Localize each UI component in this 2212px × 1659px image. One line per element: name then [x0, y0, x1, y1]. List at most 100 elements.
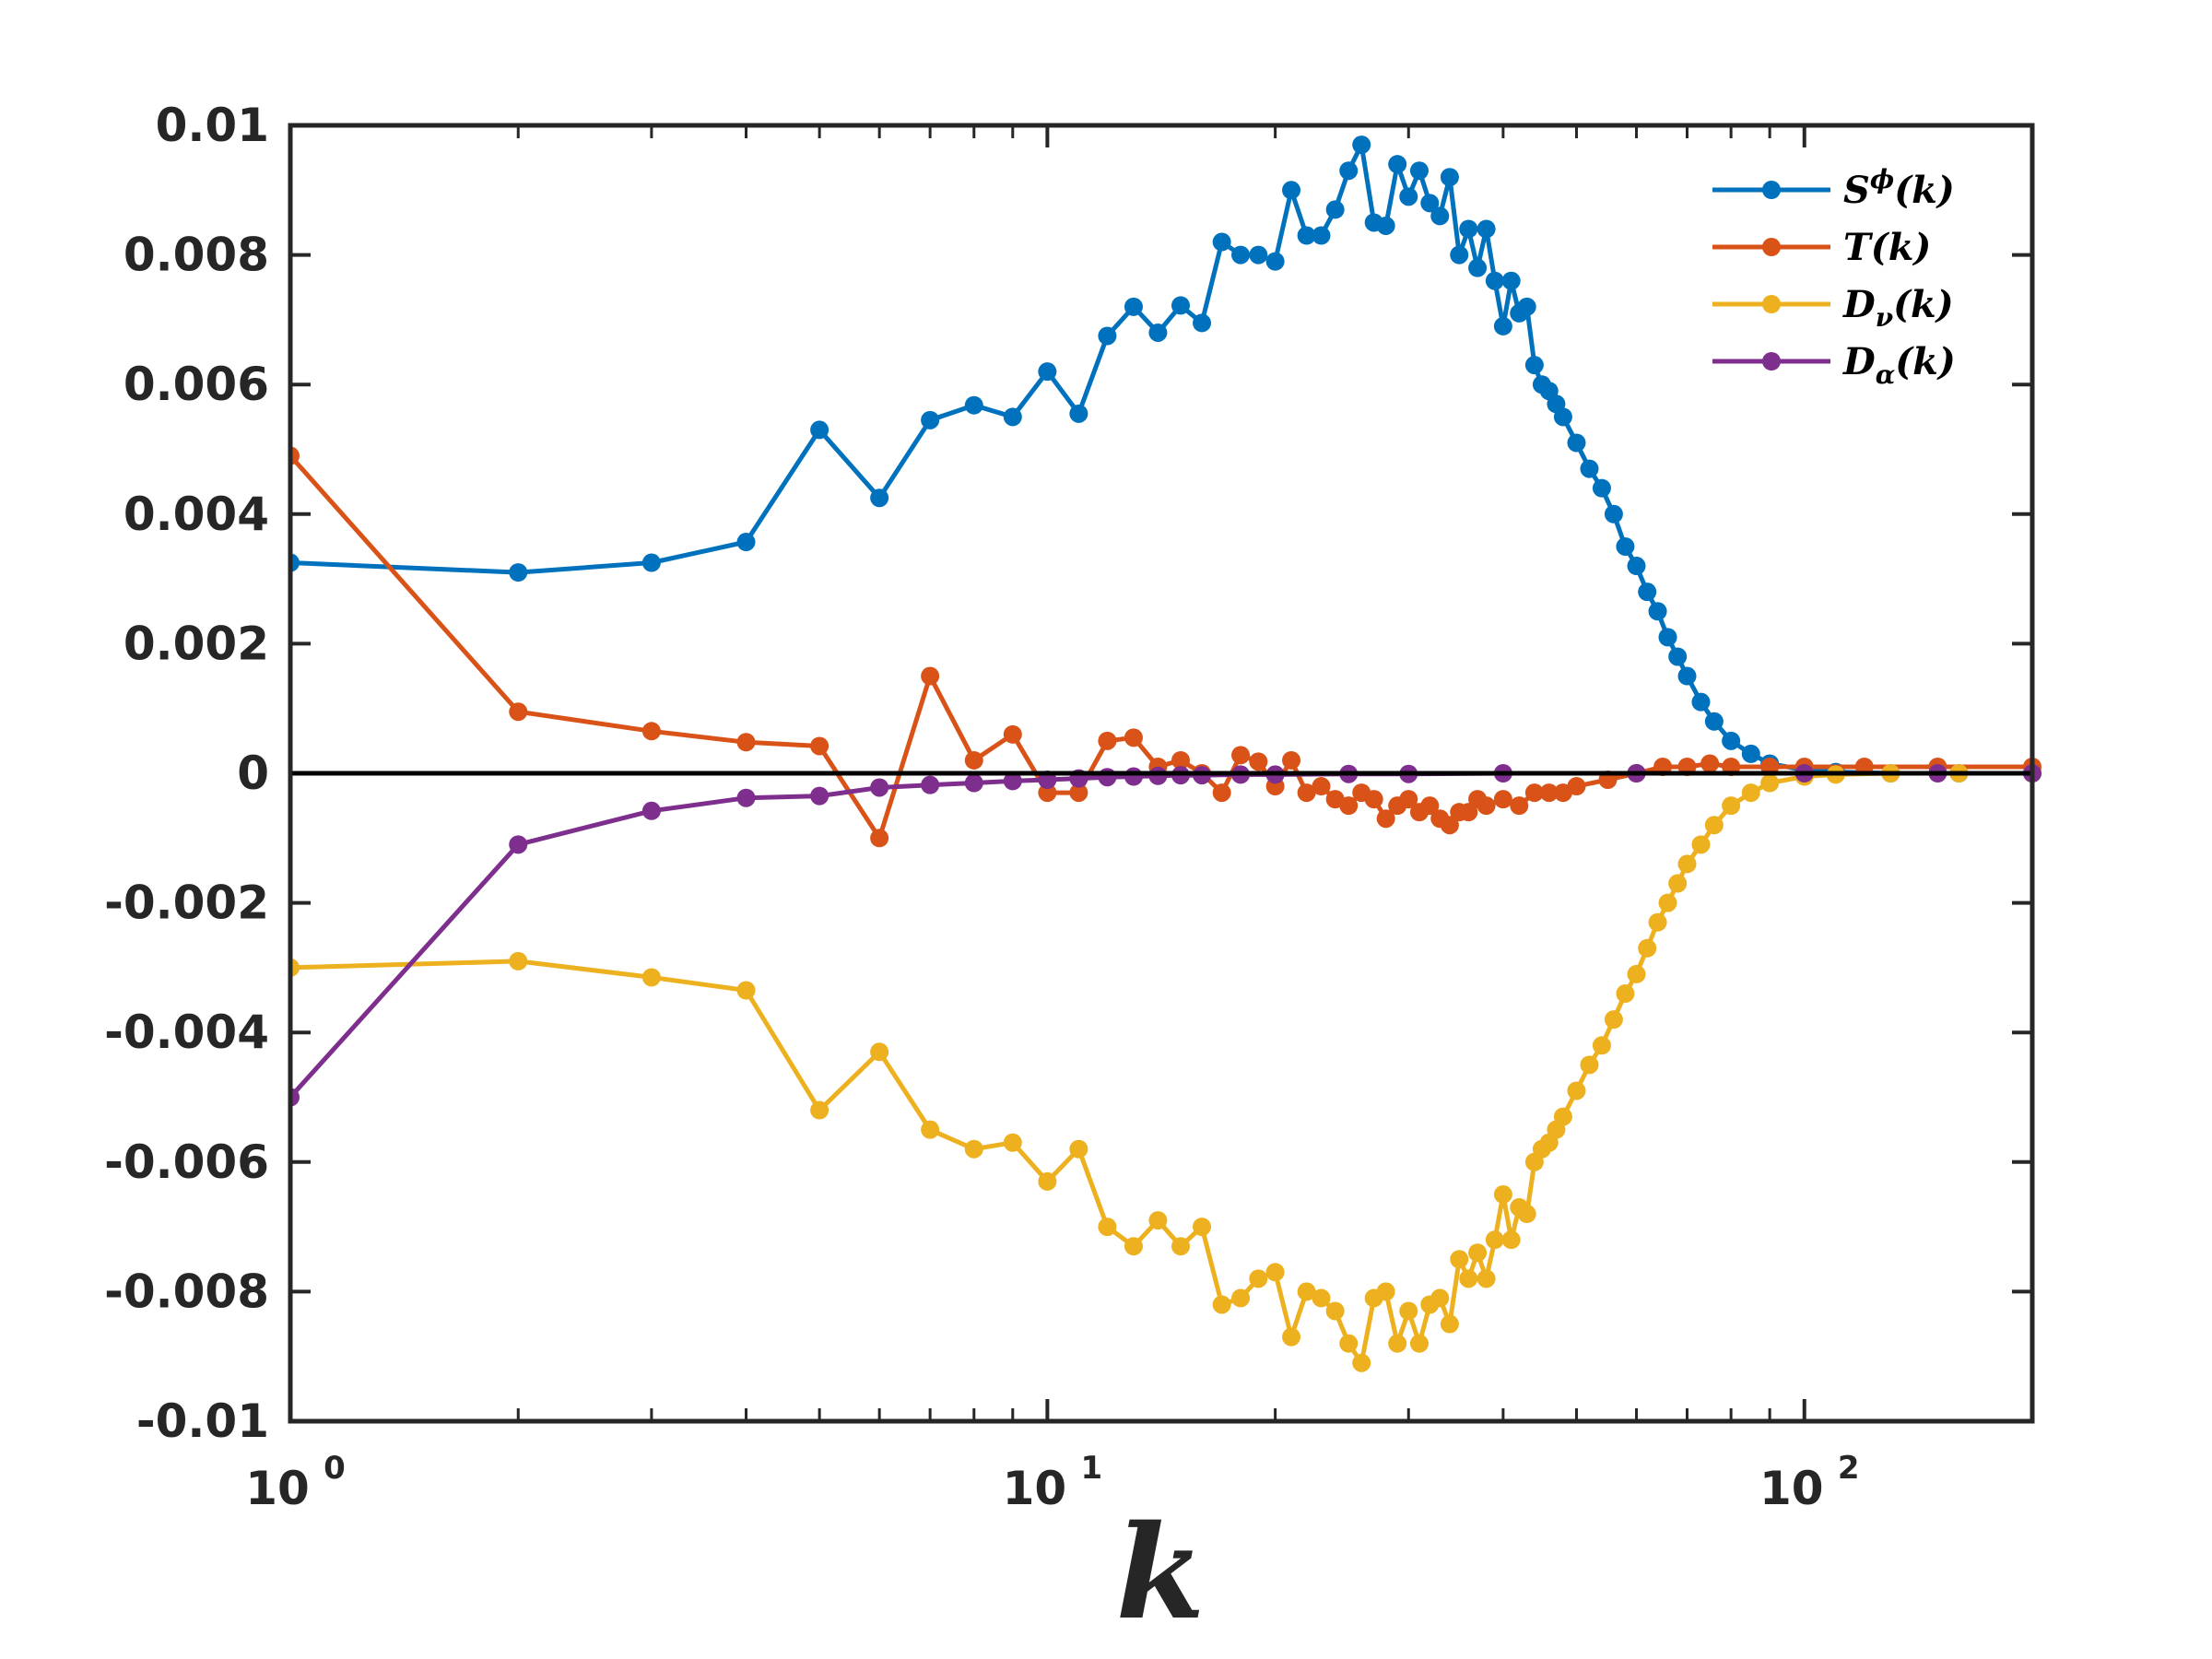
data-point-dk	[1193, 1218, 1212, 1237]
plot-area: 10 0 10 1 10 2 0.01 0.008 0.006 0.004 0.002 0 -0.002…	[104, 99, 2041, 1515]
x-tick-exponent: 1	[1081, 1450, 1103, 1487]
data-point-sk	[1399, 187, 1418, 206]
data-point-sk	[921, 410, 940, 429]
data-point-dk	[509, 951, 528, 971]
y-tick-label: -0.004	[104, 1006, 269, 1059]
data-point-dk	[1553, 1107, 1572, 1126]
data-point-tk	[870, 829, 889, 848]
legend: Sϕ(k) T(k) Dν(k) Dα(k)	[1712, 164, 1956, 390]
data-point-tk	[1297, 783, 1316, 803]
data-point-tk	[1459, 803, 1478, 822]
data-point-dk	[1677, 854, 1697, 874]
data-point-sk	[1450, 245, 1469, 265]
data-point-dk	[1297, 1282, 1316, 1301]
data-point-dk	[1592, 1036, 1611, 1055]
data-point-sk	[1616, 536, 1635, 556]
data-point-dk	[810, 1100, 830, 1120]
data-point-dk	[509, 835, 528, 854]
x-tick-label: 10	[1003, 1462, 1067, 1515]
data-point-tk	[1510, 796, 1529, 816]
data-point-tk	[1539, 783, 1559, 803]
data-point-sk	[1658, 628, 1677, 647]
data-point-sk	[1553, 407, 1572, 427]
data-point-sk	[1668, 647, 1688, 666]
data-point-sk	[1501, 271, 1521, 290]
data-point-dk	[1648, 912, 1667, 932]
data-point-dk	[641, 968, 661, 987]
data-point-dk	[1148, 766, 1168, 785]
data-point-sk	[1567, 433, 1586, 453]
data-point-tk	[921, 666, 940, 686]
data-point-sk	[1409, 161, 1429, 181]
data-point-dk	[1658, 893, 1677, 912]
data-point-sk	[1604, 504, 1623, 524]
data-point-sk	[1171, 296, 1191, 315]
data-point-dk	[870, 1042, 889, 1062]
data-point-dk	[1450, 1250, 1469, 1269]
data-point-sk	[1339, 161, 1359, 181]
legend-label-tk: T(k)	[1843, 226, 1931, 269]
data-point-sk	[1038, 362, 1057, 382]
data-point-dk	[1003, 1133, 1022, 1152]
data-point-tk	[1069, 783, 1088, 803]
data-point-sk	[1430, 206, 1450, 226]
data-point-dk	[921, 1120, 940, 1139]
y-tick-label: 0	[237, 747, 269, 800]
data-point-dk	[736, 981, 756, 1000]
data-point-dk	[736, 788, 756, 807]
data-point-dk	[810, 786, 830, 806]
data-point-dk	[1003, 771, 1022, 791]
y-tick-label: -0.002	[104, 877, 269, 930]
data-point-sk	[1440, 168, 1459, 187]
data-point-tk	[1440, 816, 1459, 835]
data-point-tk	[1312, 777, 1331, 796]
data-point-dk	[1760, 773, 1780, 793]
data-point-dk	[870, 778, 889, 797]
data-point-sk	[1148, 323, 1168, 342]
data-point-sk	[1468, 258, 1488, 277]
data-point-sk	[1722, 731, 1741, 750]
data-point-sk	[1003, 407, 1022, 427]
data-point-sk	[810, 420, 830, 440]
data-point-dk	[1231, 1288, 1251, 1308]
data-point-tk	[1399, 790, 1418, 809]
data-point-sk	[1704, 712, 1724, 731]
data-point-tk	[1098, 731, 1117, 750]
data-point-dk	[1440, 1314, 1459, 1334]
data-point-dk	[1493, 1184, 1512, 1204]
data-point-dk	[1580, 1055, 1599, 1075]
legend-label-dk: Dα(k)	[1842, 340, 1956, 390]
data-point-dk	[1668, 874, 1688, 893]
legend-marker-tk	[1762, 238, 1781, 256]
data-point-sk	[1592, 478, 1611, 498]
y-tick-label: 0.002	[124, 617, 269, 670]
data-point-dk	[1098, 768, 1117, 787]
data-point-dk	[1339, 1334, 1359, 1353]
data-point-sk	[1069, 404, 1088, 423]
data-point-tk	[1231, 746, 1251, 765]
data-point-tk	[1420, 796, 1440, 816]
data-point-sk	[1524, 356, 1544, 375]
y-tick-label: 0.008	[124, 229, 269, 282]
x-tick-label: 10	[245, 1462, 310, 1515]
data-point-dk	[1604, 1010, 1623, 1030]
data-point-dk	[641, 801, 661, 820]
data-point-dk	[1501, 1230, 1521, 1250]
legend-label-dk: Dν(k)	[1842, 283, 1954, 333]
data-point-tk	[509, 702, 528, 722]
axes-box	[288, 123, 2035, 1424]
data-point-sk	[1297, 226, 1316, 245]
data-point-sk	[1282, 181, 1301, 200]
data-point-sk	[1477, 219, 1496, 239]
data-point-sk	[1638, 582, 1657, 602]
data-point-tk	[736, 733, 756, 752]
data-point-sk	[509, 563, 528, 582]
y-tick-label: -0.01	[136, 1394, 269, 1448]
data-point-tk	[1282, 750, 1301, 770]
data-point-dk	[1098, 1218, 1117, 1237]
data-point-dk	[1212, 1295, 1231, 1314]
data-point-dk	[964, 1139, 983, 1159]
data-point-sk	[1691, 692, 1711, 712]
